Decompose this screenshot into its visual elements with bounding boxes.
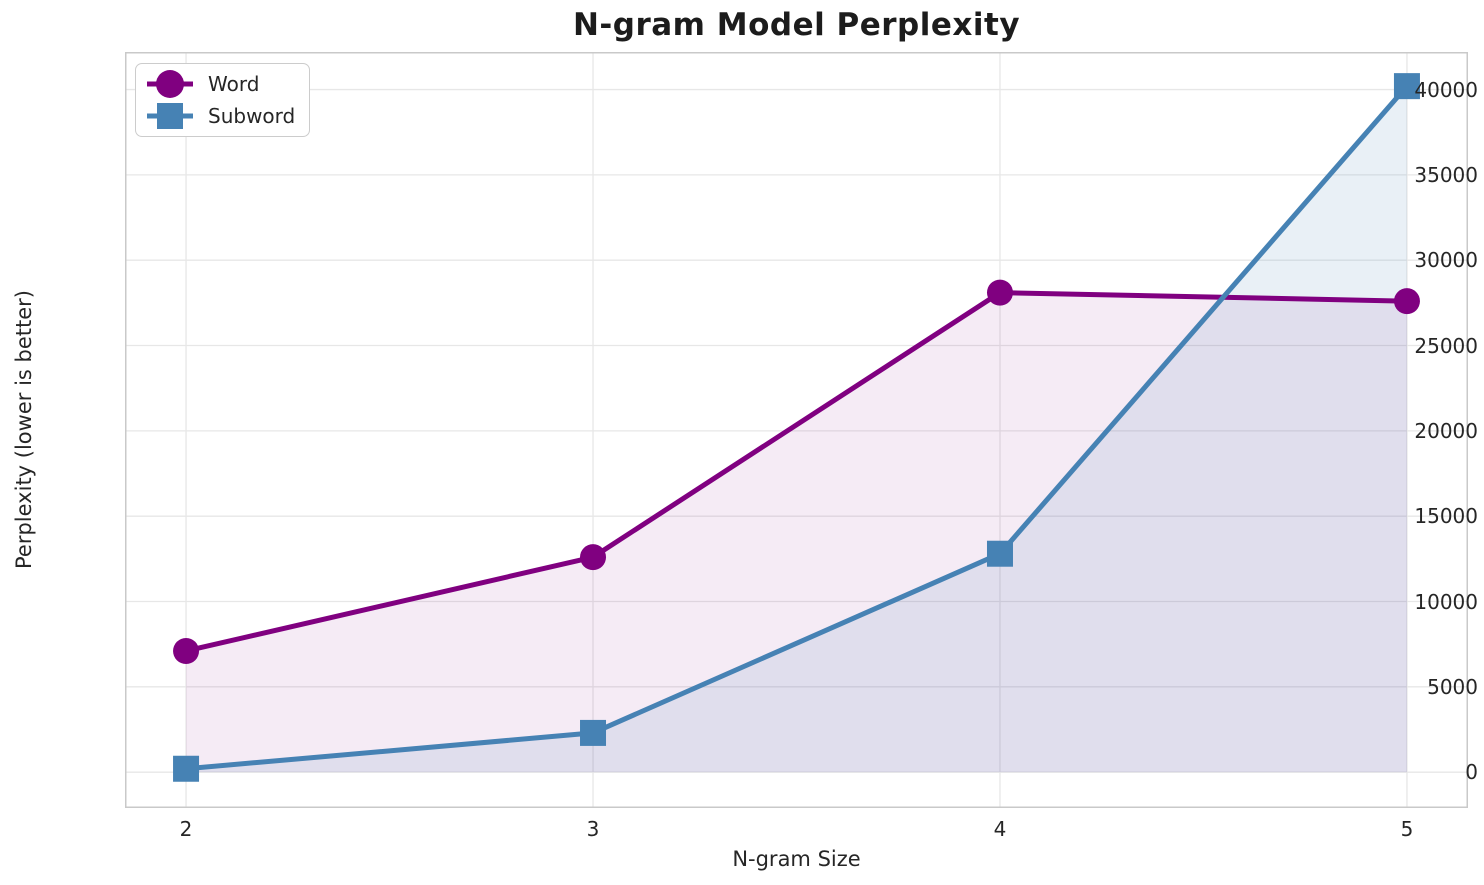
line-word <box>183 290 1410 654</box>
data-point-word-x5 <box>1393 288 1420 315</box>
x-tick-label: 3 <box>586 817 600 841</box>
word-line-circle-marker-icon <box>147 70 193 98</box>
y-axis-label: Perplexity (lower is better) <box>12 290 36 570</box>
x-axis-label: N-gram Size <box>732 847 861 871</box>
legend-label-word: Word <box>208 72 260 96</box>
chart-title: N-gram Model Perplexity <box>572 7 1021 43</box>
x-tick-label: 5 <box>1400 817 1414 841</box>
y-tick-label: 15000 <box>1414 504 1478 529</box>
x-tick-label: 4 <box>993 817 1007 841</box>
area-fill-subword <box>186 86 1407 773</box>
data-point-word-x3 <box>580 544 607 571</box>
legend-label-subword: Subword <box>208 104 296 128</box>
line-subword <box>183 83 1410 772</box>
legend: Word Subword <box>135 63 311 137</box>
subword-line-square-marker-icon <box>147 103 193 129</box>
data-point-word-x2 <box>173 637 200 664</box>
y-tick-label: 25000 <box>1414 333 1478 358</box>
plot-border <box>125 52 1468 808</box>
y-tick-label: 40000 <box>1414 77 1478 102</box>
legend-item-subword: Subword <box>144 100 295 132</box>
x-tick-label: 2 <box>179 817 193 841</box>
legend-item-word: Word <box>144 68 295 100</box>
y-tick-label: 35000 <box>1414 162 1478 187</box>
y-tick-label: 5000 <box>1427 674 1478 699</box>
data-point-subword-x2 <box>173 755 200 782</box>
data-point-subword-x3 <box>580 719 607 746</box>
data-point-subword-x5 <box>1393 73 1420 100</box>
y-tick-label: 10000 <box>1414 589 1478 614</box>
area-fill-word <box>186 292 1407 773</box>
data-point-word-x4 <box>986 279 1013 306</box>
y-tick-label: 30000 <box>1414 248 1478 273</box>
data-point-subword-x4 <box>986 540 1013 567</box>
y-tick-label: 0 <box>1465 760 1478 785</box>
y-tick-label: 20000 <box>1414 418 1478 443</box>
plot-area <box>125 52 1468 808</box>
